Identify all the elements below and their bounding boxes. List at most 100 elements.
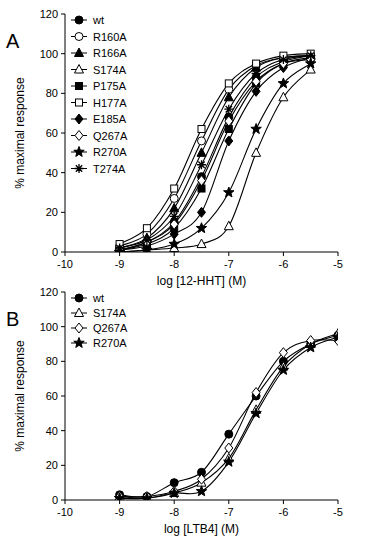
legend-label: H177A [93,97,127,109]
legend-marker [75,65,84,74]
curve [120,337,338,499]
data-point [224,92,233,101]
data-point [225,136,233,146]
data-point [224,187,234,197]
legend-marker [75,33,83,41]
panel-label: B [6,308,19,330]
y-tick [61,465,65,466]
legend-label: R270A [93,146,127,158]
legend-label: S174A [93,307,127,319]
data-point [198,176,206,186]
data-point [225,430,233,438]
panel: B020406080100120-10-9-8-7-6-5log [LTB4] … [6,286,343,536]
legend-marker [76,99,83,106]
legend-marker [75,164,84,173]
x-tick-label: -10 [57,506,73,518]
legend-marker [74,338,84,348]
data-point [170,212,179,221]
data-point [170,203,179,212]
y-tick [61,292,65,293]
y-tick [61,326,65,327]
legend-label: Q267A [93,130,128,142]
y-tick [61,172,65,173]
data-point [197,239,206,248]
data-point [170,194,178,202]
x-tick-label: -8 [169,506,179,518]
data-point [198,137,206,145]
data-point [197,160,206,169]
x-tick-label: -10 [57,258,73,270]
x-tick [174,252,175,256]
legend-marker [75,323,83,333]
data-point [225,443,233,453]
data-point [305,342,315,352]
x-tick-label: -6 [279,506,289,518]
y-tick-label: 0 [52,494,58,506]
legend-marker [74,147,84,157]
curve [120,56,311,250]
data-point [225,80,232,87]
y-tick-label: 20 [46,206,58,218]
curve [120,58,311,250]
legend-label: wt [92,14,104,26]
legend-label: T274A [93,163,126,175]
x-tick-label: -8 [169,258,179,270]
y-tick [61,93,65,94]
y-tick [61,212,65,213]
legend-label: R160A [93,31,127,43]
legend-label: wt [92,292,104,304]
legend-marker [75,114,83,124]
data-point [307,52,315,60]
curve [120,64,311,252]
y-tick [61,500,65,501]
y-tick [61,252,65,253]
data-point [306,51,315,60]
data-point [225,116,233,126]
data-point [196,486,206,496]
plot-area [114,50,316,252]
data-point [114,493,124,500]
legend-label: E185A [93,113,127,125]
x-tick [228,252,229,256]
data-point [169,488,179,498]
y-axis-label: % maximal response [13,340,27,452]
y-tick [61,53,65,54]
data-point [252,148,261,157]
x-tick [65,252,66,256]
legend-label: R270A [93,337,127,349]
legend-marker [75,48,84,57]
data-point [198,474,206,484]
data-point [252,388,260,398]
y-tick-label: 60 [46,127,58,139]
data-point [251,408,261,418]
data-point [171,185,178,192]
x-tick-label: -5 [333,258,343,270]
y-tick [61,133,65,134]
y-axis-label: % maximal response [13,77,27,189]
x-tick-label: -9 [115,258,125,270]
figure: A020406080100120-10-9-8-7-6-5log [12-HHT… [0,0,366,539]
data-point [170,488,179,497]
x-tick [338,500,339,504]
data-point [142,493,152,500]
x-tick [119,252,120,256]
curve [120,70,311,252]
y-tick [61,430,65,431]
data-point [252,69,261,78]
legend-marker [75,294,83,302]
y-tick [61,361,65,362]
data-point [197,148,206,157]
data-point [278,365,288,375]
data-point [142,245,152,252]
legend: wtR160AR166AS174AP175AH177AE185AQ267AR27… [71,14,128,175]
x-tick-label: -6 [279,258,289,270]
data-point [169,239,179,249]
legend-marker [75,308,84,317]
curve [120,334,338,499]
curve [120,340,338,497]
x-tick [338,252,339,256]
data-point [198,207,206,217]
legend: wtS174AQ267AR270A [71,292,128,349]
legend-marker [75,131,83,141]
y-tick-label: 80 [46,355,58,367]
